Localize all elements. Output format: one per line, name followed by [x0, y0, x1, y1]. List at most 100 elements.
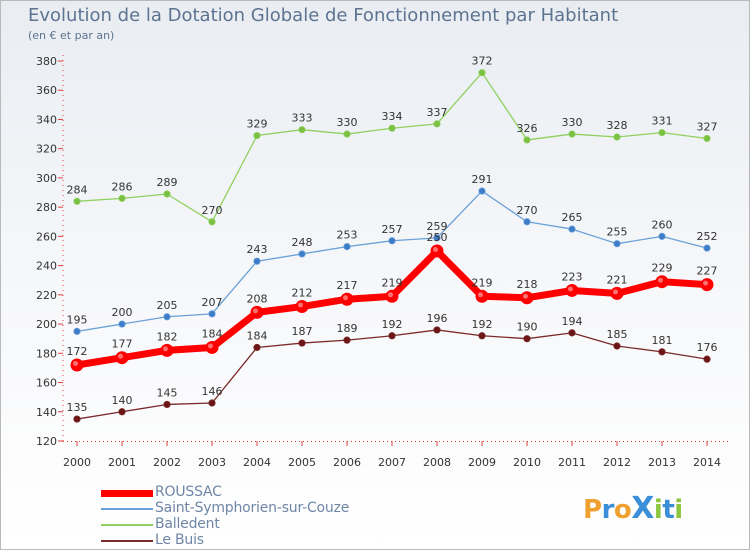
logo-letter: t [662, 495, 675, 525]
data-label: 184 [202, 327, 223, 340]
data-label: 270 [517, 204, 538, 217]
data-label: 219 [472, 276, 493, 289]
data-label: 190 [517, 321, 538, 334]
x-tick-label: 2001 [108, 456, 136, 469]
data-label: 328 [607, 119, 628, 132]
data-label: 217 [337, 279, 358, 292]
data-label: 172 [67, 345, 88, 358]
data-point [568, 329, 576, 337]
data-point [118, 194, 126, 202]
data-label: 185 [607, 328, 628, 341]
data-label: 257 [382, 223, 403, 236]
data-point-highlight [163, 346, 168, 352]
data-point [298, 250, 306, 258]
data-point [343, 130, 351, 138]
data-label: 334 [382, 110, 403, 123]
data-point-highlight [73, 361, 78, 366]
data-label: 187 [292, 325, 313, 338]
legend-label: Balledent [155, 516, 220, 532]
data-label: 192 [382, 318, 403, 331]
x-tick-label: 2013 [648, 456, 676, 469]
data-point [73, 327, 81, 335]
data-label: 270 [202, 204, 223, 217]
data-point-highlight [298, 302, 303, 308]
data-label: 284 [67, 183, 88, 196]
data-label: 212 [292, 287, 313, 300]
data-point [433, 234, 441, 242]
legend-swatch [101, 540, 153, 542]
x-tick-label: 2012 [603, 456, 631, 469]
data-point [478, 69, 486, 77]
legend-label: Le Buis [155, 532, 204, 548]
data-point-highlight [208, 343, 213, 349]
x-tick-label: 2008 [423, 456, 451, 469]
y-tick-label: 360 [36, 84, 57, 97]
data-point-highlight [703, 280, 708, 286]
data-point-highlight [568, 286, 573, 292]
data-label: 260 [652, 218, 673, 231]
data-label: 200 [112, 306, 133, 319]
data-label: 243 [247, 243, 268, 256]
data-point-highlight [118, 353, 123, 359]
y-tick-label: 260 [36, 230, 57, 243]
data-label: 265 [562, 211, 583, 224]
y-tick-label: 220 [36, 289, 57, 302]
data-label: 330 [562, 116, 583, 129]
data-label: 223 [562, 270, 583, 283]
data-label: 140 [112, 394, 133, 407]
data-point [703, 355, 711, 363]
data-label: 194 [562, 315, 583, 328]
data-label: 327 [697, 120, 718, 133]
data-point-highlight [523, 293, 528, 299]
data-label: 135 [67, 401, 88, 414]
series-line [76, 72, 708, 223]
data-label: 145 [157, 386, 178, 399]
y-tick-label: 120 [36, 435, 57, 448]
y-tick-label: 380 [36, 55, 57, 68]
data-label: 255 [607, 226, 628, 239]
y-tick-label: 340 [36, 113, 57, 126]
data-label: 286 [112, 180, 133, 193]
logo-letter: P [583, 495, 602, 525]
data-label: 221 [607, 273, 628, 286]
data-label: 337 [427, 106, 448, 119]
data-point [118, 408, 126, 416]
data-label: 205 [157, 299, 178, 312]
y-tick-label: 180 [36, 347, 57, 360]
data-point [658, 232, 666, 240]
data-label: 291 [472, 173, 493, 186]
legend-swatch [101, 524, 153, 526]
logo-letter: X [631, 491, 654, 526]
data-label: 177 [112, 338, 133, 351]
data-label: 207 [202, 296, 223, 309]
data-point-highlight [613, 289, 618, 295]
data-point [658, 348, 666, 356]
data-point-highlight [253, 308, 258, 314]
x-tick-label: 2004 [243, 456, 271, 469]
data-label: 192 [472, 318, 493, 331]
x-tick-label: 2014 [693, 456, 721, 469]
data-label: 252 [697, 230, 718, 243]
data-label: 176 [697, 341, 718, 354]
data-point-highlight [658, 277, 663, 283]
data-label: 184 [247, 329, 268, 342]
data-point [253, 257, 261, 265]
logo-letter: o [613, 495, 632, 525]
data-label: 195 [67, 313, 88, 326]
data-label: 146 [202, 385, 223, 398]
proxiti-logo: ProXiti [583, 491, 683, 526]
data-point [73, 415, 81, 423]
series-le-buis: 135 140 145 146 184 187 189 192 196 192 190 194 185 1… [67, 312, 718, 423]
x-tick-label: 2000 [63, 456, 91, 469]
y-tick-label: 140 [36, 406, 57, 419]
data-label: 248 [292, 236, 313, 249]
logo-letter: i [653, 495, 663, 525]
data-label: 329 [247, 118, 268, 131]
data-label: 182 [157, 330, 178, 343]
data-point-highlight [343, 295, 348, 301]
data-point [658, 129, 666, 137]
data-point [388, 124, 396, 132]
data-point [613, 133, 621, 141]
data-point [298, 126, 306, 134]
